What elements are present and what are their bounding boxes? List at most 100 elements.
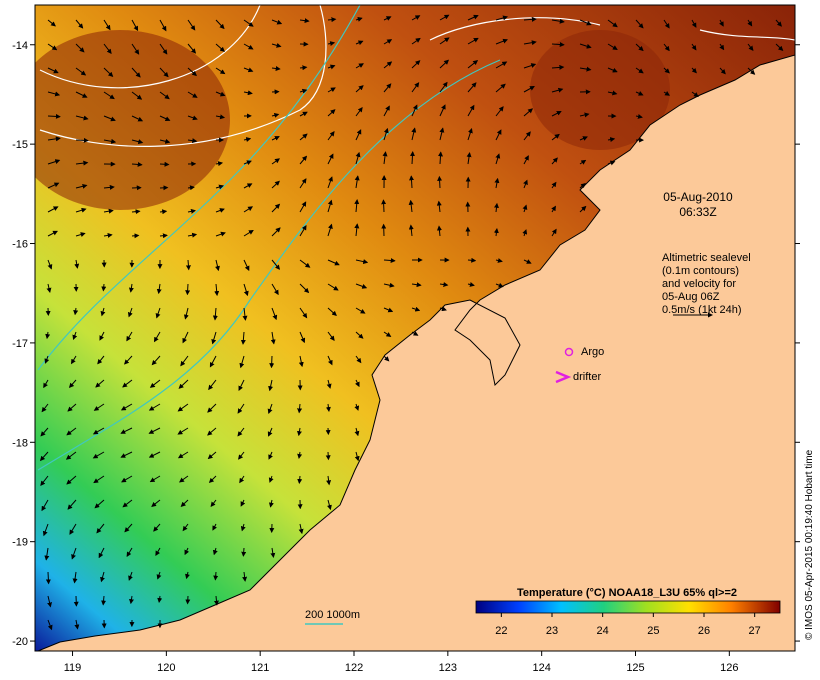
colorbar-ticks: 22 23 24 25 26 27 (495, 613, 761, 637)
australia-coastline-land (37, 54, 795, 651)
y-tick-label: -18 (12, 437, 28, 449)
velocity-arrow (383, 331, 392, 337)
velocity-arrow (299, 133, 308, 141)
velocity-arrow (75, 19, 84, 29)
velocity-arrow (411, 282, 422, 288)
velocity-arrow (439, 14, 450, 21)
velocity-arrow (663, 67, 670, 74)
velocity-arrow (213, 595, 219, 606)
velocity-arrow (271, 112, 280, 118)
velocity-arrow (383, 307, 394, 313)
velocity-arrow (213, 571, 219, 581)
colorbar-tick-label: 26 (698, 625, 710, 637)
velocity-arrow (439, 127, 445, 141)
velocity-arrow (237, 403, 245, 414)
velocity-arrow (271, 227, 281, 237)
timestamp-label: 05-Aug-2010 06:33Z (663, 190, 733, 219)
velocity-arrow (47, 230, 58, 237)
x-tick-label: 119 (64, 662, 82, 674)
velocity-arrow (101, 595, 107, 606)
velocity-arrow (299, 307, 308, 319)
velocity-arrow (663, 43, 670, 52)
velocity-arrow (691, 43, 697, 51)
velocity-arrow (184, 547, 190, 556)
velocity-arrow (354, 199, 360, 213)
velocity-arrow (411, 60, 421, 69)
velocity-arrow (635, 43, 644, 52)
velocity-arrow (467, 60, 479, 69)
velocity-arrow (98, 547, 105, 559)
velocity-arrow (327, 199, 333, 213)
velocity-arrow (93, 403, 105, 411)
velocity-arrow (551, 157, 558, 165)
velocity-arrow (523, 16, 537, 22)
velocity-arrow (297, 451, 303, 459)
velocity-arrow (523, 108, 534, 117)
velocity-arrow (607, 19, 618, 28)
velocity-arrow (495, 38, 508, 45)
velocity-arrow (47, 206, 59, 213)
velocity-arrow (44, 547, 50, 561)
velocity-arrow (156, 283, 162, 295)
velocity-arrow (92, 451, 105, 459)
velocity-arrow (157, 595, 163, 604)
x-tick-label: 120 (157, 662, 175, 674)
velocity-arrow (207, 451, 217, 460)
velocity-arrow (70, 355, 77, 365)
velocity-arrow (523, 131, 531, 141)
velocity-arrow (299, 224, 307, 237)
velocity-arrow (66, 475, 77, 485)
velocity-arrow (156, 571, 162, 580)
velocity-arrow (383, 258, 396, 263)
velocity-arrow (297, 475, 303, 485)
velocity-arrow (47, 259, 53, 270)
velocity-arrow (409, 175, 415, 189)
velocity-arrow (243, 283, 249, 297)
velocity-arrow (75, 115, 89, 121)
velocity-arrow (94, 499, 105, 509)
velocity-arrow (92, 427, 105, 435)
velocity-arrow (153, 523, 161, 532)
velocity-arrow (299, 18, 310, 24)
velocity-arrow (355, 85, 364, 93)
velocity-arrow (411, 82, 420, 93)
drifter-marker (555, 370, 572, 384)
velocity-arrow (355, 331, 364, 339)
colorbar-title: Temperature (°C) NOAA18_L3U 65% ql>=2 (517, 587, 737, 599)
velocity-arrow (408, 224, 414, 237)
velocity-arrow (493, 227, 499, 237)
x-tick-label: 122 (345, 662, 363, 674)
velocity-arrow (215, 19, 225, 30)
velocity-arrow (299, 65, 308, 71)
velocity-arrow (523, 85, 535, 93)
velocity-arrow (494, 202, 499, 213)
velocity-arrow (354, 451, 360, 462)
velocity-arrow (238, 451, 245, 460)
velocity-arrow (522, 229, 528, 237)
velocity-arrow (97, 355, 105, 365)
velocity-arrow (65, 451, 77, 460)
velocity-arrow (691, 91, 699, 98)
velocity-arrow (271, 42, 282, 48)
velocity-arrow (129, 595, 134, 605)
velocity-arrow (411, 15, 421, 21)
velocity-arrow (495, 106, 504, 117)
velocity-arrow (240, 331, 246, 345)
velocity-arrow (439, 306, 447, 312)
velocity-arrow (383, 83, 392, 93)
colorbar-ramp (475, 600, 781, 614)
velocity-arrow (494, 177, 500, 189)
velocity-arrow (327, 131, 335, 141)
velocity-arrow (187, 115, 198, 121)
isobath-lines (37, 5, 501, 471)
velocity-arrow (66, 427, 77, 436)
velocity-arrow (355, 129, 362, 141)
velocity-arrow (327, 307, 337, 316)
velocity-arrow (467, 127, 473, 141)
velocity-arrow (187, 185, 195, 191)
velocity-arrow (179, 475, 189, 483)
velocity-arrow (411, 37, 421, 45)
velocity-arrow (121, 475, 133, 483)
velocity-arrow (271, 66, 281, 71)
velocity-arrow (467, 282, 475, 287)
